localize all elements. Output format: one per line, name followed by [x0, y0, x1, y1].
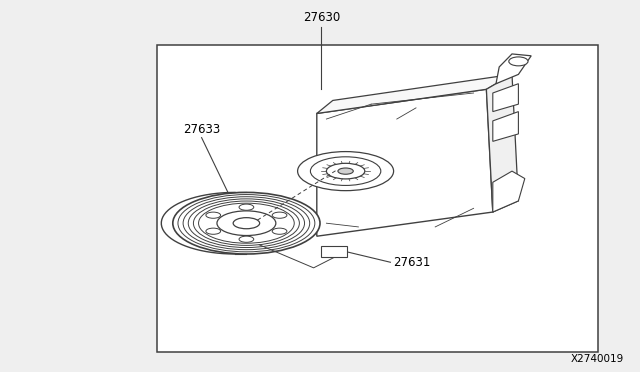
Polygon shape: [493, 84, 518, 112]
Ellipse shape: [233, 218, 260, 229]
Text: 27633: 27633: [183, 123, 220, 136]
Ellipse shape: [338, 168, 353, 174]
Polygon shape: [493, 112, 518, 141]
Ellipse shape: [298, 151, 394, 190]
Bar: [321, 246, 347, 257]
Ellipse shape: [310, 157, 381, 185]
Ellipse shape: [206, 228, 221, 234]
Text: 27631: 27631: [394, 256, 431, 269]
Ellipse shape: [173, 192, 320, 254]
Ellipse shape: [272, 228, 287, 234]
Ellipse shape: [239, 204, 254, 210]
Text: 27630: 27630: [303, 11, 340, 24]
Ellipse shape: [239, 236, 254, 242]
Polygon shape: [493, 171, 525, 212]
Polygon shape: [317, 74, 512, 113]
Ellipse shape: [206, 212, 221, 218]
Ellipse shape: [326, 163, 365, 179]
Polygon shape: [317, 89, 493, 236]
Polygon shape: [486, 74, 518, 212]
Ellipse shape: [272, 212, 287, 218]
Text: X2740019: X2740019: [571, 354, 624, 364]
Bar: [157, 45, 598, 352]
Ellipse shape: [217, 211, 276, 235]
Polygon shape: [496, 54, 531, 84]
Ellipse shape: [509, 57, 528, 66]
